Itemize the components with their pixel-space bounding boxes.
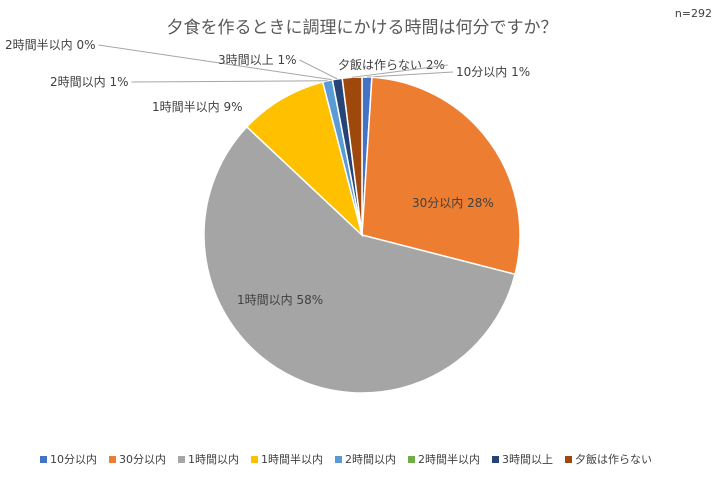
data-label-value: 1% xyxy=(109,75,128,89)
data-label: 2時間以内 1% xyxy=(50,75,129,89)
legend-label: 2時間半以内 xyxy=(418,452,480,466)
legend-label: 1時間以内 xyxy=(188,452,239,466)
legend-swatch xyxy=(178,456,185,463)
data-label-value: 0% xyxy=(76,38,95,52)
leader-line xyxy=(98,44,333,81)
legend-label: 1時間半以内 xyxy=(261,452,323,466)
data-label: 1時間半以内 9% xyxy=(152,100,243,114)
leader-line xyxy=(131,80,328,83)
legend-swatch xyxy=(109,456,116,463)
data-label-category: 2時間半以内 xyxy=(5,38,73,52)
data-label: 2時間半以内 0% xyxy=(5,38,96,52)
legend-swatch xyxy=(565,456,572,463)
data-label-category: 夕飯は作らない xyxy=(338,57,422,72)
data-label: 1時間以内 58% xyxy=(237,293,323,307)
data-label-category: 3時間以上 xyxy=(218,53,274,67)
data-label: 夕飯は作らない 2% xyxy=(338,57,445,72)
chart-title: 夕食を作るときに調理にかける時間は何分ですか？ xyxy=(167,18,558,38)
data-label-value: 1% xyxy=(277,53,296,67)
legend-label: 2時間以内 xyxy=(345,452,396,466)
data-label-value: 9% xyxy=(223,100,242,114)
legend-label: 30分以内 xyxy=(119,452,166,466)
leader-line xyxy=(352,64,448,78)
data-label-value: 28% xyxy=(467,196,494,210)
data-label-category: 2時間以内 xyxy=(50,75,106,89)
data-label-category: 1時間以内 xyxy=(237,293,293,307)
leader-line xyxy=(366,71,454,78)
data-label-value: 58% xyxy=(296,293,323,307)
data-label-category: 1時間半以内 xyxy=(152,100,220,114)
data-label-category: 10分以内 xyxy=(456,65,507,79)
legend-swatch xyxy=(40,456,47,463)
pie-slice xyxy=(361,76,521,276)
data-label-value: 2% xyxy=(426,58,445,72)
legend-label: 10分以内 xyxy=(50,452,97,466)
data-label: 10分以内 1% xyxy=(456,65,530,79)
legend-label: 夕飯は作らない xyxy=(575,452,652,466)
data-label: 3時間以上 1% xyxy=(218,53,297,67)
pie-slice xyxy=(341,76,363,236)
pie-slice xyxy=(203,125,516,394)
sample-note: n=292 xyxy=(675,7,712,20)
pie-slice xyxy=(245,81,364,238)
legend-swatch xyxy=(492,456,499,463)
data-label: 30分以内 28% xyxy=(412,196,494,210)
legend-swatch xyxy=(251,456,258,463)
leader-line xyxy=(299,59,338,80)
legend-label: 3時間以上 xyxy=(502,453,553,466)
data-label-value: 1% xyxy=(511,65,530,79)
data-label-category: 30分以内 xyxy=(412,196,463,210)
legend-swatch xyxy=(408,456,415,463)
legend-swatch xyxy=(335,456,342,463)
